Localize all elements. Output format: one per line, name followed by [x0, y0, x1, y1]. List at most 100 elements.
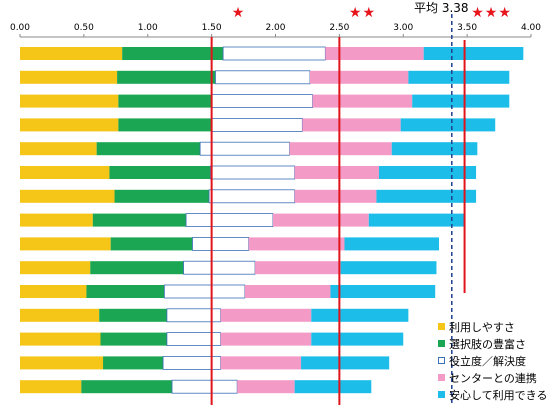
bar-segment [340, 261, 437, 275]
rating-star-label: ★★ [348, 5, 377, 21]
bar-segment [330, 285, 436, 298]
bar-segment [244, 285, 331, 298]
bar-segment [114, 189, 210, 203]
x-tick-label: 3.00 [393, 23, 413, 33]
bar-segment [209, 165, 296, 180]
legend-swatch [438, 374, 445, 381]
bar-segment [325, 47, 424, 60]
bar-segment [237, 380, 295, 394]
x-tick-label: 0.50 [74, 23, 94, 33]
bar-segment [20, 189, 115, 203]
bar-segment [289, 142, 392, 156]
bar-segment [103, 356, 164, 370]
bar-segment [312, 94, 413, 108]
rating-star-label: ★ [231, 5, 246, 21]
bar-segment [20, 332, 101, 346]
bar-segment [99, 308, 167, 322]
bar-segment [100, 332, 167, 346]
bar-segment [109, 166, 211, 179]
legend-label: 選択肢の豊富さ [449, 337, 526, 351]
bar-segment [294, 189, 377, 203]
bar-segment [20, 213, 93, 227]
bar-segment [311, 308, 409, 322]
x-tick-label: 4.00 [521, 23, 541, 33]
bar-segment [309, 70, 409, 84]
legend-swatch [438, 340, 445, 347]
bar-segment [20, 356, 104, 370]
bar-segment [81, 380, 173, 394]
bar-segment [311, 332, 404, 346]
bar-segment [255, 261, 341, 275]
bar-segment [192, 236, 250, 251]
bar-segment [86, 285, 165, 298]
bar-segment [378, 166, 477, 179]
bar-segment [183, 260, 256, 275]
legend-label: 利用しやすさ [449, 320, 515, 334]
bar-segment [20, 70, 118, 84]
bar-segment [20, 285, 87, 298]
bar-segment [211, 94, 313, 108]
bar-segment [90, 261, 184, 275]
bar-segment [118, 94, 212, 108]
rating-star-label: ★★★ [471, 5, 512, 21]
average-label: 平均 3.38 [414, 1, 469, 15]
bar-segment [400, 118, 496, 132]
bar-segment [220, 332, 312, 346]
bar-segment [20, 118, 119, 132]
bar-segment [220, 308, 312, 322]
legend-item: 選択肢の豊富さ [438, 335, 548, 352]
bar-segment [185, 213, 274, 228]
bar-segment [20, 47, 123, 60]
bar-segment [408, 70, 510, 84]
bar-segment [391, 142, 478, 156]
legend-item: センターとの連携 [438, 369, 548, 386]
x-tick-label: 1.00 [138, 23, 158, 33]
legend-label: センターとの連携 [449, 371, 537, 385]
bar-segment [211, 118, 303, 132]
bar-segment [20, 380, 82, 394]
bar-segment [199, 141, 290, 156]
bar-segment [20, 308, 100, 322]
x-tick-label: 3.50 [457, 23, 477, 33]
legend-swatch [438, 357, 445, 364]
bar-segment [20, 166, 110, 179]
bar-segment [110, 237, 193, 251]
x-tick-label: 0.00 [10, 23, 30, 33]
bar-segment [208, 189, 296, 204]
bar-segment [272, 213, 369, 227]
legend-item: 安心して利用できる [438, 386, 548, 403]
bar-segment [171, 379, 238, 394]
bar-segment [344, 237, 440, 251]
legend-swatch [438, 391, 445, 398]
bar-segment [302, 118, 401, 132]
bar-segment [20, 261, 91, 275]
x-tick-label: 1.50 [202, 23, 222, 33]
bar-segment [376, 189, 477, 203]
bar-segment [163, 284, 246, 299]
bar-segment [20, 142, 97, 156]
bar-segment [20, 94, 119, 108]
bar-segment [117, 70, 216, 84]
legend-label: 安心して利用できる [449, 388, 548, 402]
bar-segment [20, 237, 111, 251]
legend-item: 利用しやすさ [438, 318, 548, 335]
x-tick-label: 2.00 [265, 23, 285, 33]
bar-segment [220, 356, 302, 370]
chart-legend: 利用しやすさ 選択肢の豊富さ 役立度／解決度 センターとの連携 安心して利用できる [438, 318, 548, 403]
bar-segment [368, 213, 465, 227]
bar-segment [92, 213, 187, 227]
bar-segment [248, 237, 345, 251]
bar-segment [122, 47, 224, 60]
legend-swatch [438, 323, 445, 330]
bar-segment [423, 47, 524, 60]
bar-segment [412, 94, 510, 108]
x-tick-label: 2.50 [329, 23, 349, 33]
bar-segment [222, 46, 326, 61]
bar-segment [301, 356, 390, 370]
bar-segment [96, 142, 201, 156]
legend-item: 役立度／解決度 [438, 352, 548, 369]
bar-segment [294, 166, 379, 179]
legend-label: 役立度／解決度 [449, 354, 526, 368]
